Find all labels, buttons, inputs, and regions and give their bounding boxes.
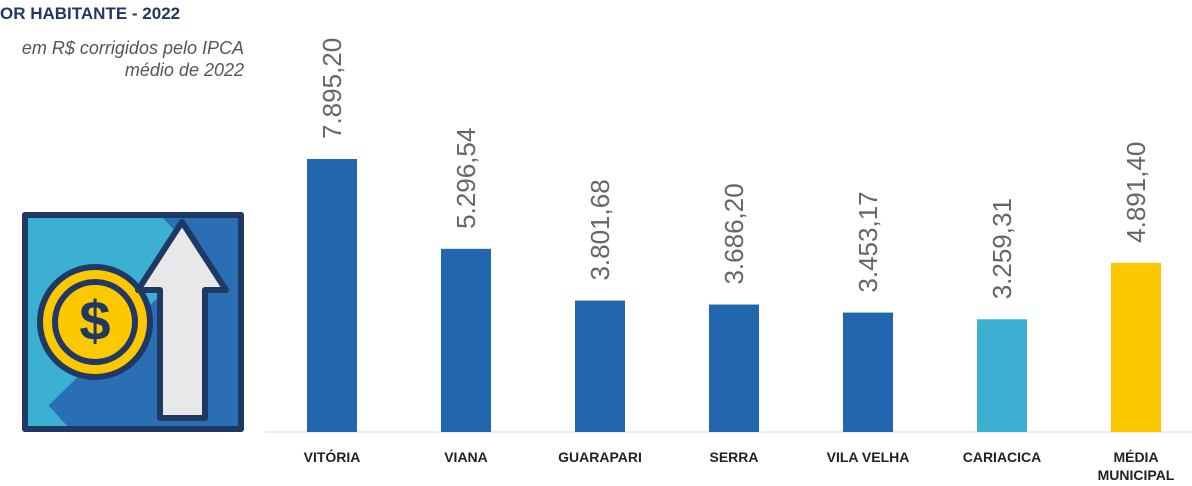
x-tick-label: MÉDIA MUNICIPAL bbox=[1097, 449, 1175, 483]
bar bbox=[307, 159, 357, 432]
x-tick-label: VILA VELHA bbox=[826, 449, 910, 465]
x-tick-label: VITÓRIA bbox=[303, 449, 361, 465]
bar bbox=[1111, 262, 1161, 432]
x-tick-label: GUARAPARI bbox=[558, 449, 642, 465]
bar bbox=[709, 304, 759, 432]
chart-title: OR HABITANTE - 2022 bbox=[0, 4, 181, 23]
chart-subtitle: em R$ corrigidos pelo IPCA médio de 2022 bbox=[21, 38, 244, 80]
svg-text:$: $ bbox=[79, 289, 110, 352]
value-label: 7.895,20 bbox=[317, 38, 347, 139]
value-label: 3.453,17 bbox=[853, 191, 883, 292]
value-label: 3.801,68 bbox=[585, 179, 615, 280]
value-label: 4.891,40 bbox=[1121, 142, 1151, 243]
bar bbox=[843, 312, 893, 432]
x-tick-label: SERRA bbox=[709, 449, 759, 465]
bar bbox=[441, 248, 491, 432]
bar bbox=[575, 300, 625, 432]
value-label: 5.296,54 bbox=[451, 128, 481, 229]
value-label: 3.259,31 bbox=[987, 198, 1017, 299]
bar bbox=[977, 319, 1027, 432]
icon: $ bbox=[22, 212, 244, 432]
x-tick-label: CARIACICA bbox=[962, 449, 1042, 465]
value-label: 3.686,20 bbox=[719, 183, 749, 284]
x-tick-label: VIANA bbox=[444, 449, 488, 465]
